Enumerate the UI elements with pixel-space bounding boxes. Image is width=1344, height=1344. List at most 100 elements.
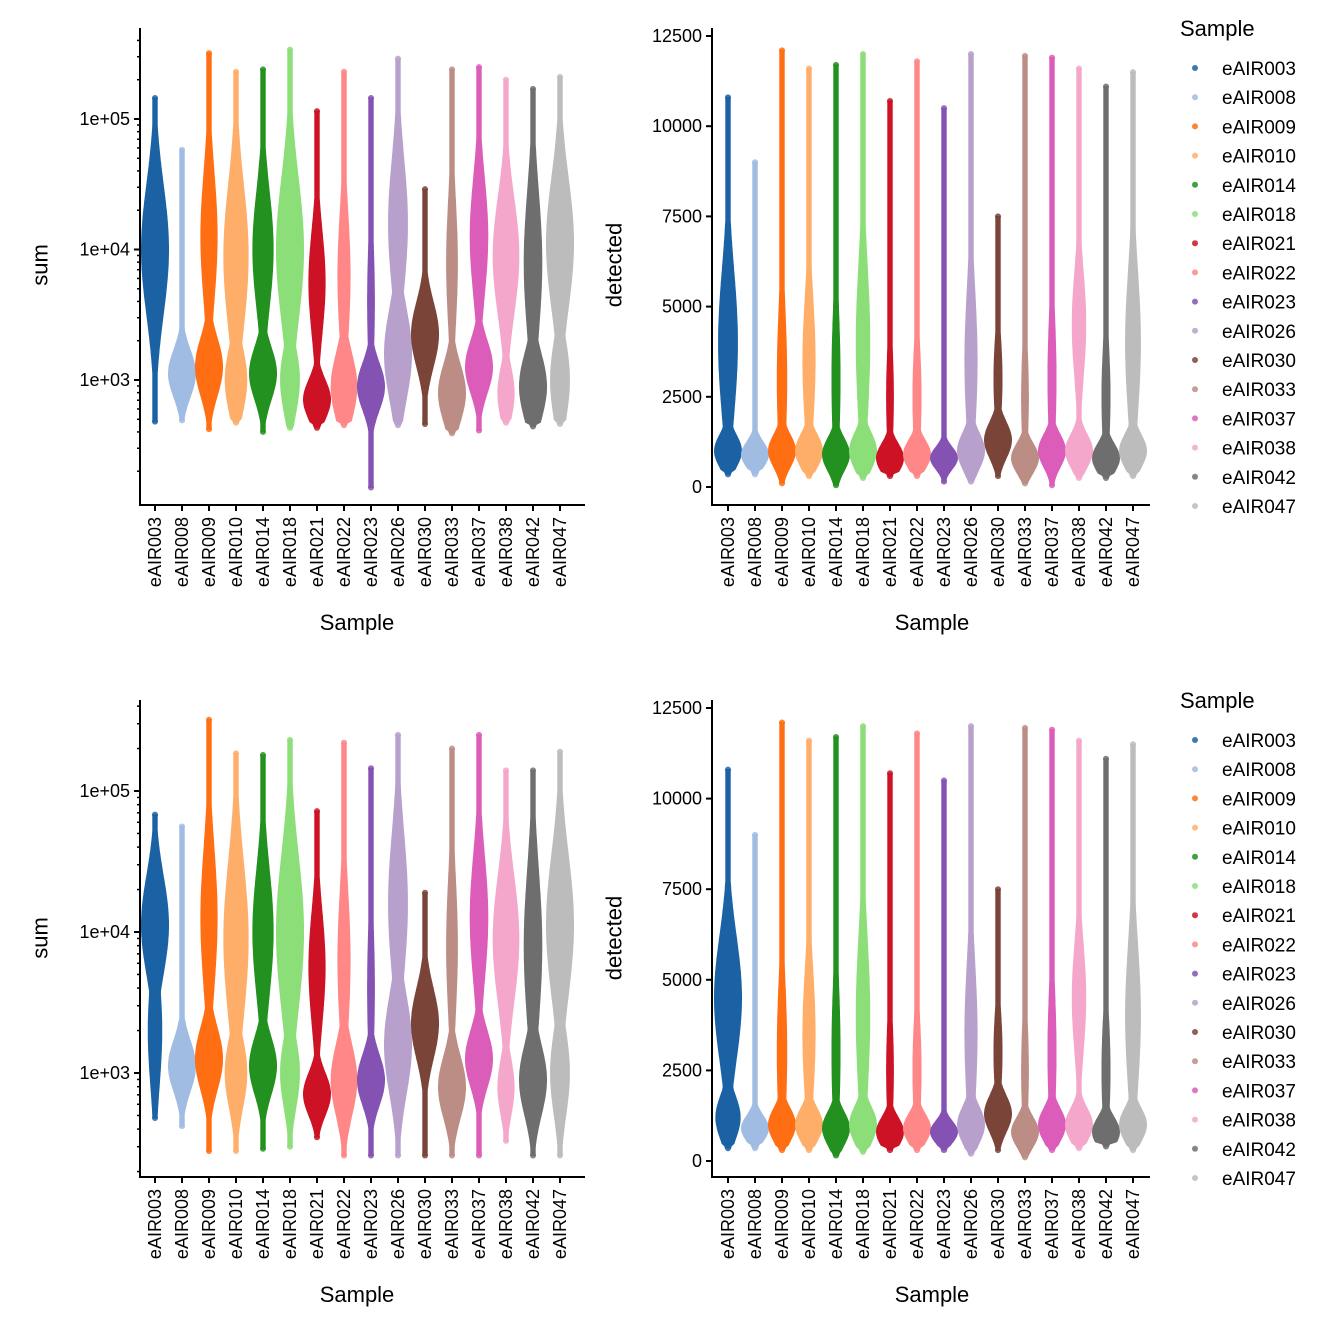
legend-label: eAIR026 — [1222, 322, 1296, 343]
x-axis-title: Sample — [320, 1282, 395, 1307]
x-tick-label: eAIR030 — [988, 1189, 1008, 1259]
y-axis-title: detected — [602, 896, 627, 980]
y-axis-title: sum — [28, 917, 53, 959]
legend-label: eAIR008 — [1222, 88, 1296, 109]
y-tick-label: 12500 — [652, 26, 702, 46]
max-point — [260, 66, 266, 73]
violin-eAIR022 — [330, 71, 358, 426]
legend-dot-icon — [1192, 503, 1198, 509]
x-tick-label: eAIR018 — [853, 1189, 873, 1259]
max-point — [233, 68, 239, 75]
x-tick-label: eAIR042 — [1096, 517, 1116, 587]
max-point — [557, 748, 563, 755]
max-point — [968, 51, 974, 58]
x-tick-label: eAIR010 — [226, 1189, 246, 1259]
legend-label: eAIR003 — [1222, 731, 1296, 752]
x-tick-label: eAIR014 — [253, 517, 273, 587]
legend-item: eAIR009 — [1192, 117, 1296, 138]
min-point — [779, 480, 785, 487]
max-point — [887, 770, 893, 777]
violin-eAIR009 — [195, 52, 223, 430]
x-tick-label: eAIR008 — [172, 1189, 192, 1259]
max-point — [152, 94, 158, 101]
violin-eAIR014 — [249, 754, 277, 1150]
legend-dot-icon — [1192, 795, 1198, 802]
legend-item: eAIR030 — [1192, 351, 1296, 372]
x-tick-label: eAIR021 — [880, 517, 900, 587]
x-tick-label: eAIR023 — [361, 1189, 381, 1259]
legend-item: eAIR009 — [1192, 789, 1296, 810]
min-point — [179, 417, 185, 424]
y-axis-title: sum — [28, 244, 53, 286]
max-point — [1022, 52, 1028, 59]
legend-item: eAIR023 — [1192, 293, 1296, 314]
max-point — [779, 719, 785, 726]
max-point — [995, 213, 1001, 220]
legend-item: eAIR014 — [1192, 176, 1296, 197]
x-tick-label: eAIR033 — [1015, 517, 1035, 587]
min-point — [476, 427, 482, 434]
legend-dot-icon — [1192, 883, 1198, 889]
violin-eAIR047 — [546, 751, 574, 1156]
max-point — [503, 767, 509, 774]
violin-eAIR009 — [768, 722, 796, 1151]
violin-eAIR026 — [384, 734, 412, 1156]
min-point — [476, 1152, 482, 1159]
max-point — [887, 97, 893, 104]
min-point — [1103, 1143, 1109, 1150]
violin-eAIR022 — [902, 60, 932, 477]
max-point — [806, 65, 812, 72]
max-point — [968, 723, 974, 730]
panel-bottom-right: 0 2500 5000 7500 10000 12500 detected Sample eAI… — [602, 698, 1150, 1307]
x-tick-label: eAIR009 — [199, 517, 219, 587]
legend-item: eAIR047 — [1192, 1169, 1296, 1190]
x-tick-label: eAIR021 — [880, 1189, 900, 1259]
legend-dot-icon — [1192, 912, 1198, 919]
min-point — [503, 419, 509, 426]
min-point — [995, 1147, 1001, 1154]
y-axis-title: detected — [602, 223, 627, 307]
violin-eAIR037 — [465, 734, 493, 1156]
y-tick-label: 1e+03 — [79, 1063, 130, 1083]
legend-label: eAIR018 — [1222, 877, 1296, 898]
legend-label: eAIR010 — [1222, 147, 1296, 168]
y-tick-label: 0 — [692, 1151, 702, 1171]
legend-label: eAIR008 — [1222, 760, 1296, 781]
min-point — [395, 1152, 401, 1159]
y-tick-label: 1e+03 — [79, 370, 130, 390]
max-point — [152, 811, 158, 818]
violin-eAIR042 — [1091, 758, 1121, 1147]
min-point — [887, 1147, 893, 1154]
max-point — [179, 146, 185, 153]
legend-item: eAIR042 — [1192, 468, 1296, 489]
x-tick-label: eAIR008 — [745, 517, 765, 587]
x-tick-label: eAIR033 — [442, 517, 462, 587]
max-point — [287, 736, 293, 743]
min-point — [860, 474, 866, 481]
legend-label: eAIR037 — [1222, 409, 1296, 430]
violin-eAIR010 — [794, 740, 824, 1151]
min-point — [206, 426, 212, 433]
legend-item: eAIR003 — [1192, 731, 1296, 752]
legend-dot-icon — [1192, 240, 1198, 247]
x-tick-label: eAIR037 — [469, 517, 489, 587]
legend-label: eAIR021 — [1222, 234, 1296, 255]
min-point — [1049, 482, 1055, 489]
min-point — [233, 1147, 239, 1154]
legend-dot-icon — [1192, 298, 1198, 305]
violin-eAIR030 — [411, 892, 439, 1156]
max-point — [725, 94, 731, 101]
legend-item: eAIR018 — [1192, 205, 1296, 226]
max-point — [503, 76, 509, 83]
legend-dot-icon — [1192, 94, 1198, 101]
violin-eAIR047 — [1118, 743, 1148, 1151]
legend-label: eAIR038 — [1222, 1111, 1296, 1132]
legend-dot-icon — [1192, 181, 1198, 188]
x-tick-label: eAIR014 — [253, 1189, 273, 1259]
max-point — [833, 61, 839, 68]
legend-label: eAIR022 — [1222, 263, 1296, 284]
legend-item: eAIR026 — [1192, 322, 1296, 343]
legend-item: eAIR003 — [1192, 59, 1296, 80]
